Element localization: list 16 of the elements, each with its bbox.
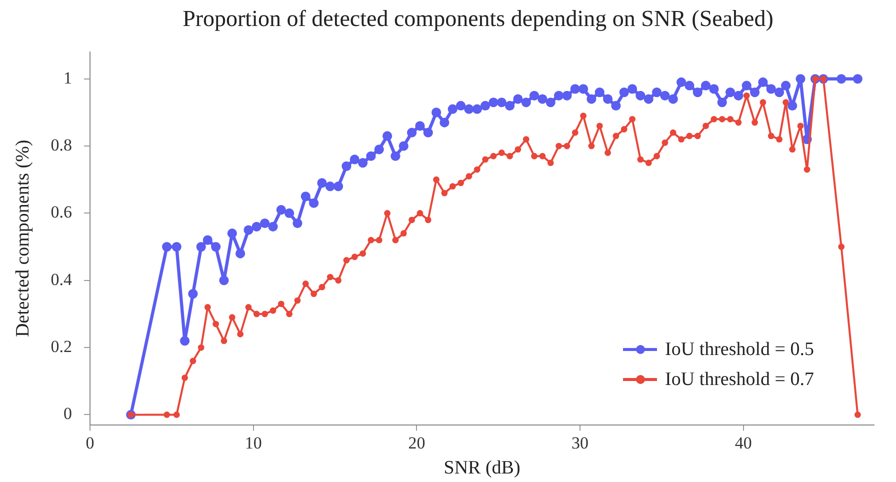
y-axis-title: Detected components (%) [12,140,34,338]
x-tick-label: 30 [572,433,589,452]
x-tick-label: 10 [244,433,262,452]
y-tick-label: 0 [64,404,72,424]
y-tick-label: 0.8 [50,136,72,155]
y-tick-label: 0.4 [50,270,73,289]
y-tick-label: 0.6 [50,202,72,222]
chart-title: Proportion of detected components depending on SNR (Seabed) [182,6,774,32]
y-tick-label: 0.2 [50,337,72,356]
legend-label: IoU threshold = 0.5 [665,338,814,361]
x-tick-label: 40 [734,433,752,452]
y-tick-label: 1 [64,68,72,88]
x-axis-title: SNR (dB) [444,458,520,479]
x-tick-label: 0 [86,433,94,452]
legend-label: IoU threshold = 0.7 [665,368,814,391]
x-tick-label: 20 [408,433,426,452]
